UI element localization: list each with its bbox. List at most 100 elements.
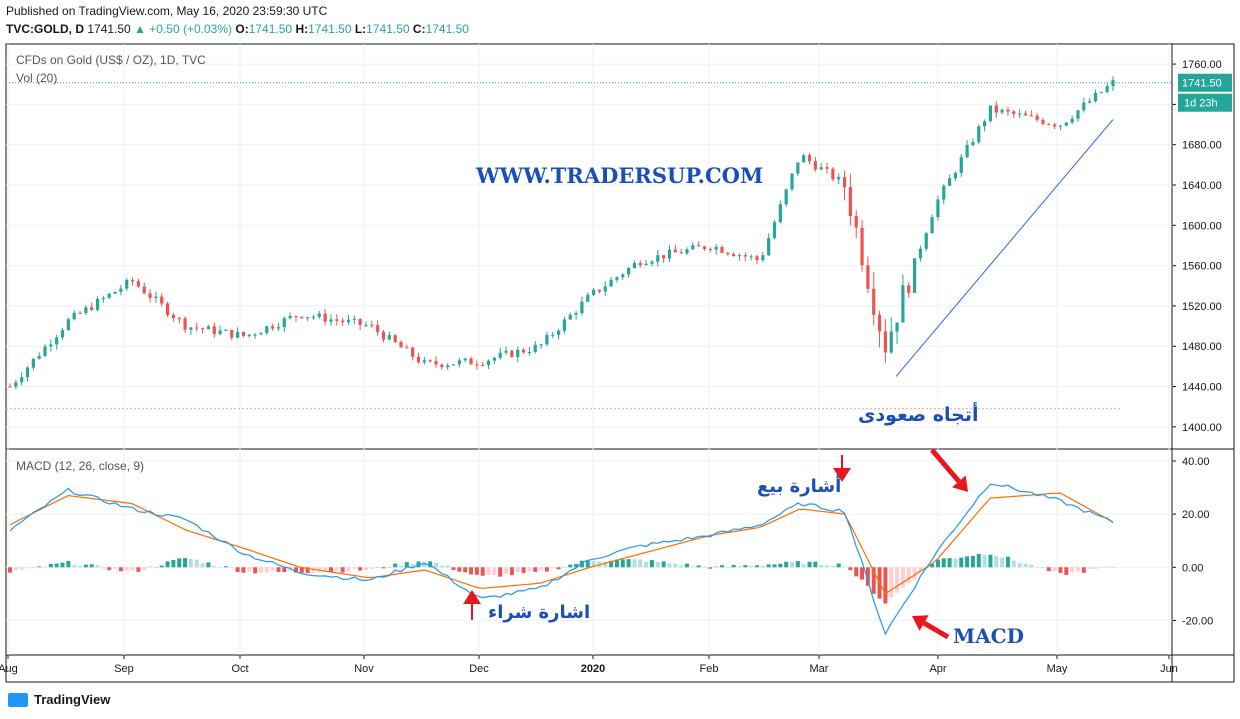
macd-histogram-bar [241,567,246,573]
candle [521,347,526,355]
candle [265,325,269,336]
candle [72,310,76,321]
candle-body [329,319,333,322]
candle-body [1041,119,1045,125]
macd-histogram-bar [293,567,298,573]
candle [644,260,648,266]
candle [364,321,368,328]
candle [282,316,286,333]
macd-histogram-bar [947,558,952,568]
candle [300,316,304,320]
candle [352,315,356,325]
candle-body [95,298,100,310]
candle [545,331,549,347]
macd-histogram-bar [784,561,789,568]
candle [37,352,41,360]
candle-body [428,360,432,362]
macd-histogram-bar [363,567,368,571]
candle [247,334,251,338]
candle [90,302,94,312]
candle-body [271,326,275,329]
candle-body [25,367,30,378]
macd-histogram-bar [825,565,830,568]
macd-histogram-bar [941,558,946,568]
candle-body [253,334,257,336]
candle-body [370,324,374,326]
candle-body [848,187,852,217]
candle-body [481,364,485,366]
candle [469,356,473,365]
macd-histogram-bar [89,564,94,568]
candle [165,301,170,317]
candle [195,322,199,332]
candle-body [953,172,958,179]
candle-body [918,248,923,259]
candle-body [457,360,461,365]
candle [492,356,496,365]
price-change: ▲ +0.50 (+0.03%) [134,22,233,36]
candle [825,162,829,174]
candle [1041,117,1045,126]
candle [25,366,30,382]
candle [889,317,893,355]
candle [697,241,701,247]
candle [294,315,298,322]
macd-histogram-bar [229,567,234,569]
macd-histogram-bar [690,566,695,568]
macd-histogram-bar [842,566,847,568]
candle [930,214,934,234]
candle-body [376,325,380,332]
candle-body [288,316,292,319]
candle-body [43,346,47,356]
tradingview-logo[interactable]: TradingView [8,692,110,707]
macd-histogram-bar [1052,567,1057,572]
candle [603,281,607,296]
candle-body [568,314,572,320]
price-tick-label: 1640.00 [1182,180,1222,192]
macd-histogram-bar [183,558,188,568]
candle-body [1088,101,1092,103]
candle [136,278,140,288]
candle [965,140,969,159]
candle [107,292,111,300]
candle [743,252,747,262]
x-tick-label-may: May [1047,663,1068,675]
candle-body [662,255,666,259]
candle [854,210,858,239]
x-tick-label-mar: Mar [810,663,829,675]
candle [877,310,882,348]
candle-body [691,245,695,250]
candle-body [591,289,596,295]
macd-histogram-bar [311,567,316,573]
macd-histogram-bar [836,563,841,568]
candle-body [656,255,660,262]
macd-histogram-bar [334,567,339,571]
candle [218,325,222,336]
macd-histogram-bar [719,565,724,568]
candle [994,100,998,118]
candle-body [907,285,911,293]
macd-histogram-bar [218,567,223,569]
candle [177,316,181,324]
candle [49,339,53,352]
candle-body [469,358,473,365]
price-tick-label: 1680.00 [1182,140,1222,152]
candle [119,284,123,296]
candle [784,188,788,207]
candle [983,119,987,132]
candle [685,247,689,256]
macd-histogram-bar [206,562,211,568]
candle [848,173,852,226]
macd-histogram-bar [78,565,83,568]
macd-histogram-bar [1058,567,1063,573]
x-tick-label-feb: Feb [700,663,719,675]
volume-legend: Vol (20) [16,71,58,85]
candle [866,256,870,293]
candle [387,331,391,341]
candle [819,163,823,170]
macd-histogram-bar [883,567,888,604]
candle-body [393,335,397,343]
candle [253,332,257,339]
macd-histogram-bar [177,558,182,568]
